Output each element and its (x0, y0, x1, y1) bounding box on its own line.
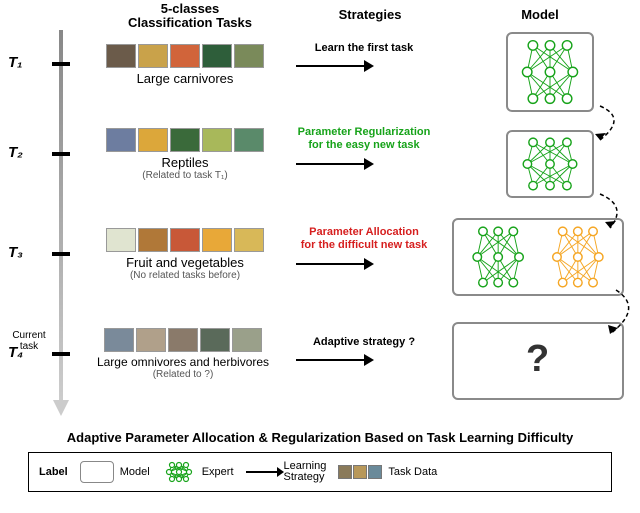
taskname-t3: Fruit and vegetables (90, 255, 280, 270)
hdr-strategies: Strategies (310, 8, 430, 22)
task-t4: Large omnivores and herbivores (Related … (78, 328, 288, 380)
arrow-t2 (296, 154, 376, 174)
model-t4: ? (452, 322, 624, 400)
label-t1: T₁ (8, 54, 22, 71)
tick-t1 (52, 62, 70, 66)
arrow-t3 (296, 254, 376, 274)
hdr-tasks: 5-classesClassification Tasks (110, 2, 270, 31)
legend-expert: Expert (162, 460, 234, 484)
strategy-t3: Parameter Allocation for the difficult n… (294, 226, 434, 251)
tick-t3 (52, 252, 70, 256)
legend-model: Model (80, 461, 150, 483)
thumbs-t2 (90, 128, 280, 152)
arrow-t4 (296, 350, 376, 370)
label-t2: T₂ (8, 144, 23, 161)
strategy-t2: Parameter Regularization for the easy ne… (294, 126, 434, 151)
taskname-t2: Reptiles (90, 155, 280, 170)
expert-t1-net (508, 34, 592, 110)
expert-t2-net (508, 132, 592, 196)
legend: Label Model Expert Learning Strategy (28, 452, 612, 492)
tick-t2 (52, 152, 70, 156)
legend-label: Label (39, 466, 68, 478)
legend-taskdata: Task Data (338, 465, 437, 479)
taskname-t1: Large carnivores (90, 71, 280, 86)
hdr-model: Model (490, 8, 590, 22)
thumbs-t4 (78, 328, 288, 352)
question-mark: ? (526, 338, 549, 381)
task-t3: Fruit and vegetables (No related tasks b… (90, 228, 280, 281)
current-task-label: Currenttask (6, 330, 52, 352)
model-t2 (506, 130, 594, 198)
legend-expert-icon (162, 460, 196, 484)
model-t3 (452, 218, 624, 296)
label-t3: T₃ (8, 244, 23, 261)
tasksub-t3: (No related tasks before) (90, 270, 280, 281)
tasksub-t4: (Related to ?) (78, 369, 288, 380)
legend-strategy: Learning Strategy (246, 461, 327, 483)
strategy-t1: Learn the first task (294, 42, 434, 55)
timeline-axis (56, 30, 66, 420)
thumbs-t3 (90, 228, 280, 252)
tasksub-t2: (Related to task T₁) (90, 170, 280, 181)
task-t2: Reptiles (Related to task T₁) (90, 128, 280, 181)
task-t1: Large carnivores (90, 44, 280, 86)
strategy-t4: Adaptive strategy ? (294, 336, 434, 349)
bottom-title: Adaptive Parameter Allocation & Regulari… (0, 430, 640, 445)
taskname-t4: Large omnivores and herbivores (78, 355, 288, 369)
tick-t4 (52, 352, 70, 356)
thumbs-t1 (90, 44, 280, 68)
expert-t3-net (454, 220, 622, 294)
arrow-t1 (296, 56, 376, 76)
model-t1 (506, 32, 594, 112)
